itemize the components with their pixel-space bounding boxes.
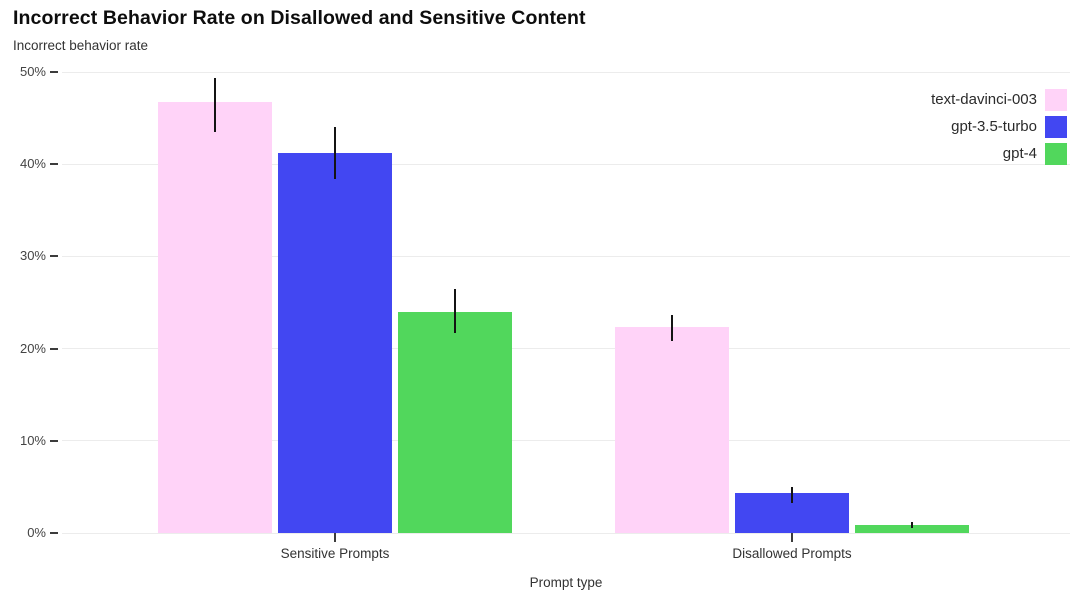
- legend-swatch: [1045, 89, 1067, 111]
- bar-gpt-4: [398, 311, 512, 533]
- y-axis-tick: [50, 255, 58, 258]
- bar-text-davinci-003: [615, 327, 729, 533]
- gridline: [62, 532, 1070, 534]
- x-axis-tick: [791, 533, 793, 542]
- chart-title: Incorrect Behavior Rate on Disallowed an…: [13, 7, 586, 29]
- y-axis-label: Incorrect behavior rate: [13, 38, 149, 53]
- x-tick-label: Disallowed Prompts: [732, 546, 852, 561]
- error-bar-gpt-3.5-turbo: [334, 127, 336, 179]
- y-axis-tick: [50, 71, 58, 73]
- error-bar-text-davinci-003: [671, 315, 673, 342]
- x-axis-tick: [334, 533, 336, 542]
- x-axis-title: Prompt type: [529, 575, 603, 590]
- gridline: [62, 440, 1070, 442]
- error-bar-gpt-4: [911, 521, 913, 529]
- y-axis-tick: [50, 163, 58, 166]
- gridline: [62, 348, 1070, 350]
- legend-swatch: [1045, 143, 1067, 165]
- error-bar-gpt-4: [454, 288, 456, 333]
- bar-gpt-4: [855, 524, 969, 533]
- y-tick-label: 10%: [19, 432, 46, 448]
- legend-item-text-davinci-003[interactable]: text-davinci-003: [931, 89, 1067, 111]
- legend-label: gpt-3.5-turbo: [951, 118, 1037, 135]
- error-bar-gpt-3.5-turbo: [791, 486, 793, 503]
- legend-label: text-davinci-003: [931, 91, 1037, 108]
- x-tick-label: Sensitive Prompts: [280, 546, 390, 561]
- legend-label: gpt-4: [1002, 145, 1037, 162]
- legend-swatch: [1045, 116, 1067, 138]
- legend-item-gpt-3.5-turbo[interactable]: gpt-3.5-turbo: [931, 116, 1067, 138]
- y-tick-label: 20%: [19, 340, 46, 356]
- gridline: [62, 71, 1070, 73]
- bar-text-davinci-003: [158, 102, 272, 533]
- bar-gpt-3.5-turbo: [278, 153, 392, 533]
- error-bar-text-davinci-003: [214, 77, 216, 132]
- y-axis-tick: [50, 439, 58, 442]
- y-tick-label: 40%: [19, 156, 46, 172]
- legend: text-davinci-003 gpt-3.5-turbo gpt-4: [931, 89, 1067, 165]
- gridline: [62, 255, 1070, 257]
- y-tick-label: 30%: [19, 248, 46, 264]
- legend-item-gpt-4[interactable]: gpt-4: [931, 143, 1067, 165]
- y-axis-tick: [50, 532, 58, 534]
- y-axis-tick: [50, 347, 58, 350]
- gridline: [62, 163, 1070, 165]
- y-tick-label: 0%: [27, 525, 46, 540]
- y-tick-label: 50%: [19, 64, 46, 79]
